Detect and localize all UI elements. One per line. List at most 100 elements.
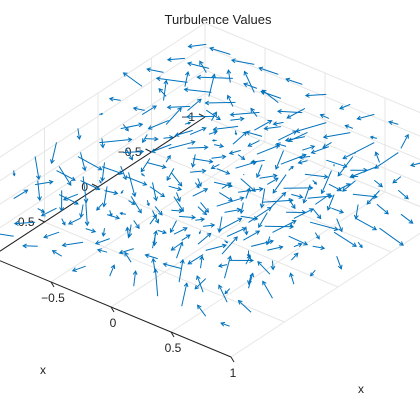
arrow-shaft bbox=[232, 131, 247, 145]
field-arrow bbox=[132, 106, 145, 112]
arrow-shaft bbox=[227, 70, 231, 83]
arrow-head bbox=[115, 215, 121, 220]
arrow-shaft bbox=[264, 225, 294, 228]
arrow-shaft bbox=[310, 269, 316, 277]
arrow-shaft bbox=[148, 119, 169, 130]
arrow-head bbox=[185, 114, 191, 120]
field-arrow bbox=[216, 196, 245, 207]
arrow-shaft bbox=[170, 172, 183, 187]
field-arrow bbox=[400, 213, 414, 224]
arrow-head bbox=[71, 267, 77, 272]
field-arrow bbox=[51, 250, 62, 257]
arrow-shaft bbox=[248, 207, 272, 223]
arrow-head bbox=[260, 90, 266, 95]
arrow-head bbox=[23, 189, 29, 194]
arrow-head bbox=[408, 219, 414, 224]
arrow-head bbox=[194, 284, 200, 290]
arrow-shaft bbox=[370, 136, 378, 139]
field-arrow bbox=[101, 228, 106, 237]
arrow-head bbox=[190, 140, 196, 145]
arrow-head bbox=[190, 162, 196, 168]
arrow-head bbox=[79, 213, 84, 219]
arrow-head bbox=[323, 174, 329, 180]
arrow-head bbox=[392, 178, 398, 184]
field-arrow bbox=[190, 168, 207, 174]
arrow-head bbox=[61, 242, 67, 248]
arrow-head bbox=[83, 198, 89, 204]
arrow-shaft bbox=[103, 186, 108, 207]
arrow-head bbox=[294, 128, 300, 133]
y-tick-mark bbox=[230, 356, 235, 363]
arrow-shaft bbox=[269, 192, 286, 209]
arrow-shaft bbox=[97, 249, 108, 253]
field-arrow bbox=[302, 184, 311, 204]
field-arrow bbox=[62, 193, 79, 201]
field-arrow bbox=[230, 116, 245, 122]
arrow-head bbox=[302, 198, 308, 204]
field-arrow bbox=[218, 284, 228, 303]
arrow-shaft bbox=[231, 59, 255, 65]
arrow-shaft bbox=[213, 125, 239, 130]
arrow-shaft bbox=[245, 188, 251, 199]
arrow-head bbox=[127, 232, 133, 238]
arrow-head bbox=[187, 260, 193, 265]
field-arrow bbox=[162, 262, 182, 270]
field-arrow bbox=[355, 217, 378, 231]
arrow-head bbox=[298, 194, 304, 199]
arrow-shaft bbox=[321, 170, 332, 194]
field-arrow bbox=[293, 208, 314, 219]
arrow-head bbox=[262, 280, 267, 286]
arrow-shaft bbox=[125, 176, 147, 186]
field-arrow bbox=[204, 100, 236, 106]
arrow-head bbox=[140, 167, 146, 173]
field-arrow bbox=[349, 166, 378, 179]
arrow-shaft bbox=[298, 160, 308, 164]
field-arrow bbox=[163, 79, 169, 101]
arrow-head bbox=[183, 282, 189, 288]
arrow-head bbox=[241, 227, 247, 232]
field-arrow bbox=[195, 217, 206, 222]
field-arrow bbox=[250, 159, 265, 165]
arrow-head bbox=[144, 253, 150, 259]
arrow-shaft bbox=[165, 155, 171, 163]
floor-gridline bbox=[44, 221, 285, 323]
arrow-head bbox=[216, 115, 221, 121]
chart-title: Turbulence Values bbox=[165, 12, 272, 27]
arrow-head bbox=[243, 70, 249, 76]
arrow-shaft bbox=[85, 228, 96, 233]
wall-gridline bbox=[0, 46, 206, 182]
field-arrow bbox=[125, 226, 131, 239]
arrow-shaft bbox=[128, 224, 132, 237]
field-arrow bbox=[127, 224, 133, 238]
arrow-shaft bbox=[189, 127, 206, 136]
arrow-shaft bbox=[99, 138, 132, 144]
arrow-head bbox=[228, 196, 234, 202]
arrow-head bbox=[250, 159, 256, 165]
arrow-head bbox=[99, 181, 102, 184]
field-arrow bbox=[234, 130, 238, 136]
arrow-shaft bbox=[216, 197, 244, 207]
arrow-head bbox=[378, 182, 383, 188]
arrow-shaft bbox=[145, 254, 158, 260]
arrow-shaft bbox=[120, 166, 127, 180]
arrow-shaft bbox=[154, 269, 159, 297]
field-arrow bbox=[146, 200, 150, 207]
arrow-head bbox=[290, 165, 294, 170]
field-arrow bbox=[373, 179, 383, 188]
field-arrow bbox=[122, 72, 143, 87]
field-arrow bbox=[197, 206, 208, 216]
field-arrow bbox=[109, 210, 113, 217]
arrow-shaft bbox=[336, 218, 343, 232]
field-arrow bbox=[154, 206, 163, 216]
field-arrow bbox=[205, 243, 227, 251]
arrow-shaft bbox=[303, 184, 311, 203]
field-arrow bbox=[342, 142, 375, 160]
field-arrow bbox=[183, 87, 212, 93]
y-axis-label: x bbox=[40, 363, 46, 377]
arrow-head bbox=[374, 151, 380, 157]
arrow-head bbox=[132, 270, 138, 275]
field-arrow bbox=[100, 162, 105, 183]
field-arrow bbox=[275, 142, 287, 147]
arrow-shaft bbox=[357, 241, 363, 248]
arrow-shaft bbox=[305, 93, 327, 97]
